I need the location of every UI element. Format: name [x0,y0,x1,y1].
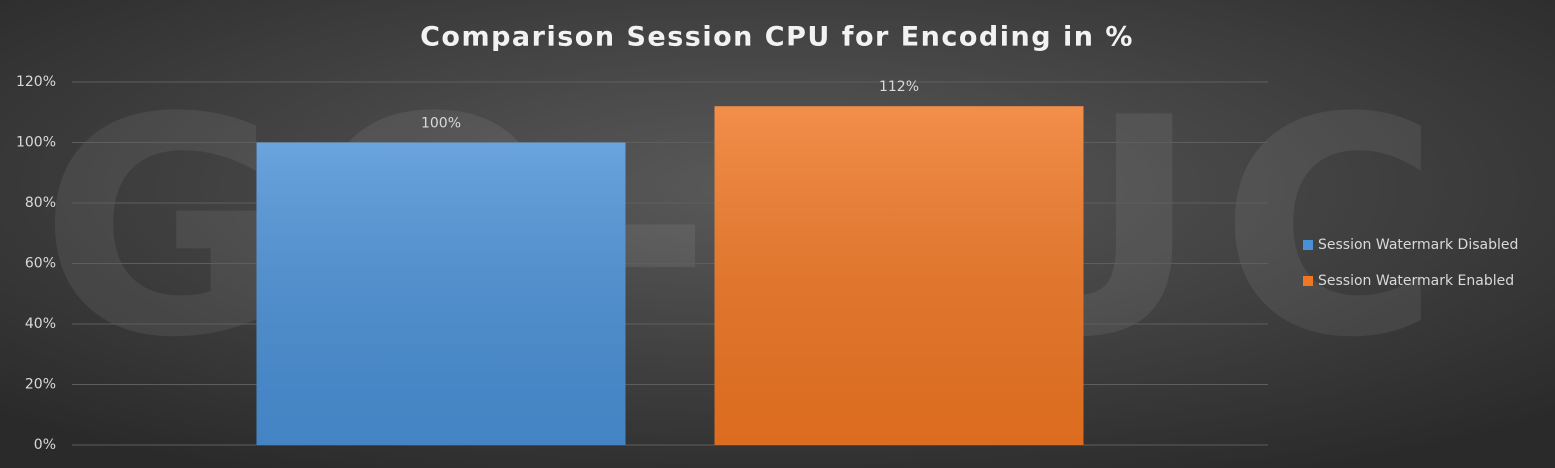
y-tick-label: 120% [16,74,56,90]
y-tick-label: 40% [25,316,56,332]
data-label: 100% [421,116,461,132]
y-tick-label: 20% [25,377,56,393]
bar [256,142,626,445]
legend-swatch [1303,276,1313,286]
y-tick-label: 80% [25,195,56,211]
legend-label: Session Watermark Disabled [1318,237,1518,253]
legend-label: Session Watermark Enabled [1318,273,1514,289]
data-label: 112% [879,79,919,95]
chart-title: Comparison Session CPU for Encoding in % [420,22,1134,53]
legend-swatch [1303,240,1313,250]
y-tick-label: 60% [25,256,56,272]
bar [714,106,1084,445]
y-tick-label: 0% [34,437,56,453]
y-tick-label: 100% [16,135,56,151]
